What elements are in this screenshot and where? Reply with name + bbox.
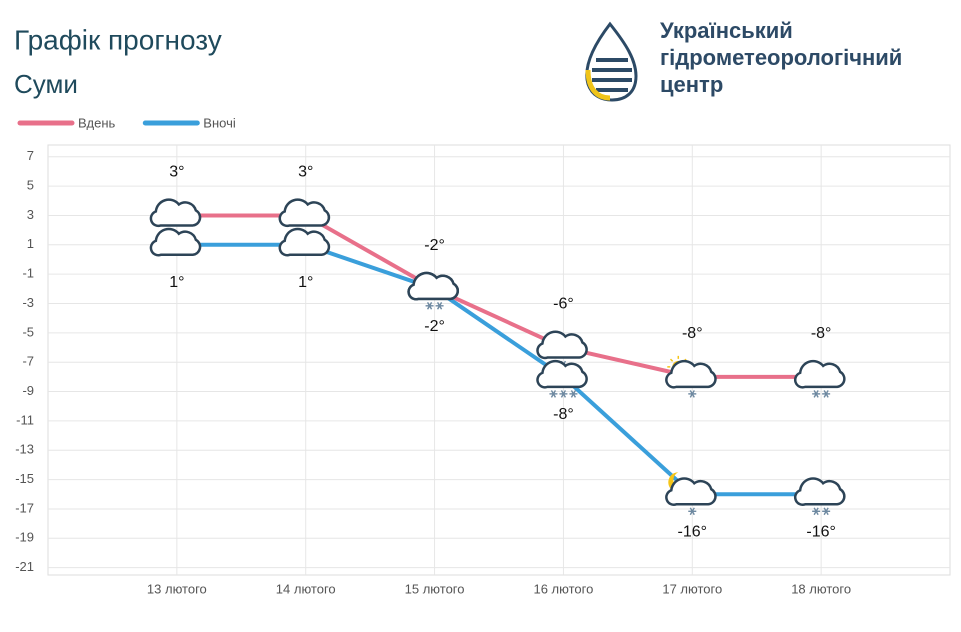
plot-frame	[47, 144, 951, 576]
cloud	[278, 227, 331, 257]
y-tick-label: -11	[16, 412, 34, 427]
weather-icon	[665, 472, 717, 516]
weather-icon	[149, 227, 202, 257]
weather-icon	[278, 227, 331, 257]
weather-icon	[407, 271, 460, 310]
weather-icon	[793, 477, 846, 516]
y-tick-label: -15	[15, 471, 34, 486]
value-label: -16°	[806, 524, 836, 541]
cloud	[665, 477, 717, 506]
y-tick-label: -21	[15, 559, 34, 574]
value-label: -6°	[553, 296, 574, 313]
logo-text: гідрометеорологічний	[660, 45, 902, 70]
x-tick-label: 14 лютого	[276, 581, 336, 596]
snowflake	[813, 390, 819, 398]
value-label: 3°	[298, 164, 313, 181]
snowflake	[689, 507, 695, 516]
cloud	[149, 198, 202, 228]
value-label: 1°	[298, 274, 313, 291]
logo-text: Український	[660, 18, 793, 43]
legend-label: Вдень	[78, 115, 116, 130]
x-tick-label: 17 лютого	[662, 581, 722, 596]
value-label: -2°	[424, 237, 445, 254]
logo-text: центр	[660, 72, 723, 97]
snowflake	[823, 390, 829, 398]
x-tick-label: 18 лютого	[791, 581, 851, 596]
y-tick-label: -5	[22, 324, 34, 339]
subtitle: Суми	[14, 69, 78, 99]
weather-icon	[149, 198, 202, 228]
snowflake	[813, 507, 819, 516]
x-tick-label: 15 лютого	[405, 581, 465, 596]
snowflake	[426, 302, 433, 310]
weather-icon	[793, 359, 846, 398]
y-tick-label: 1	[27, 236, 34, 251]
y-tick-label: -1	[22, 266, 34, 281]
y-tick-label: -9	[22, 383, 34, 398]
value-label: -8°	[682, 325, 703, 342]
y-tick-label: 5	[27, 178, 34, 193]
cloud	[536, 330, 588, 360]
value-label: 3°	[169, 164, 184, 181]
y-tick-label: -13	[15, 442, 34, 457]
weather-icon	[665, 355, 717, 398]
y-tick-label: -17	[15, 500, 34, 515]
cloud	[536, 359, 588, 389]
x-tick-label: 16 лютого	[533, 581, 593, 596]
value-label: -16°	[678, 524, 708, 541]
legend-label: Вночі	[203, 115, 236, 130]
cloud	[793, 477, 846, 506]
weather-icon	[536, 359, 588, 398]
y-tick-label: -7	[22, 354, 34, 369]
cloud	[149, 227, 202, 257]
logo-mark	[585, 21, 638, 102]
cloud	[665, 359, 717, 389]
title: Графік прогнозу	[14, 24, 222, 55]
weather-icon	[278, 198, 331, 228]
cloud	[278, 198, 331, 228]
snowflake	[436, 302, 443, 310]
value-label: -8°	[811, 325, 832, 342]
y-tick-label: 7	[27, 148, 34, 163]
series-line	[176, 242, 822, 497]
series-line	[176, 213, 822, 379]
cloud	[407, 271, 460, 301]
x-tick-label: 13 лютого	[147, 581, 207, 596]
value-label: -8°	[553, 406, 574, 423]
snowflake	[689, 390, 695, 398]
y-tick-label: -3	[22, 295, 34, 310]
value-label: -2°	[424, 318, 445, 335]
cloud	[793, 359, 846, 389]
snowflake	[550, 390, 557, 398]
y-tick-label: 3	[27, 207, 34, 222]
y-tick-label: -19	[15, 530, 34, 545]
snowflake	[570, 390, 577, 398]
snowflake	[560, 390, 567, 398]
value-label: 1°	[169, 274, 184, 291]
snowflake	[823, 507, 829, 516]
sun-ray	[669, 358, 674, 362]
